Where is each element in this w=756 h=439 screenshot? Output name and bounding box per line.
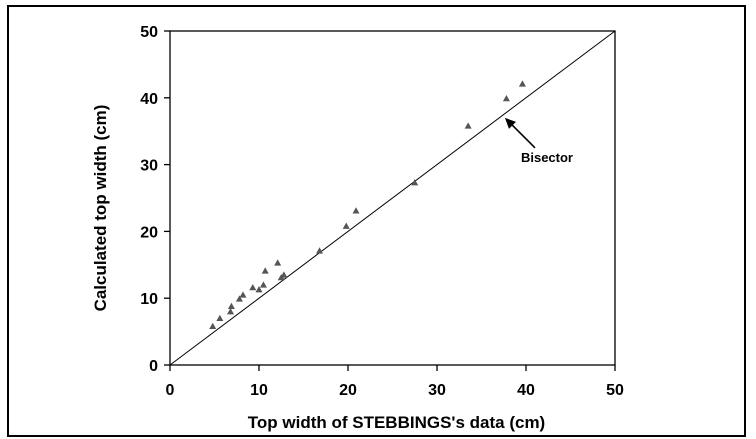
x-tick-label: 10 [250,382,268,399]
data-point [411,179,419,186]
x-axis: 0 10 20 30 40 50 [166,365,624,399]
x-tick-label: 50 [606,382,624,399]
x-axis-title: Top width of STEBBINGS's data (cm) [248,413,545,432]
y-tick-label: 30 [140,158,158,175]
plot-area [169,30,616,366]
data-point [227,308,235,315]
x-tick-label: 0 [166,382,175,399]
chart-frame [7,5,746,437]
y-tick-label: 0 [149,358,158,375]
data-point [235,295,243,302]
data-point [518,80,526,87]
y-axis: 0 10 20 30 40 50 [140,24,170,375]
data-point [216,314,224,322]
bisector-arrow [511,124,536,149]
y-axis-title: Calculated top width (cm) [91,105,110,312]
x-tick-label: 40 [517,382,535,399]
data-point [280,271,288,278]
data-point [239,291,247,298]
arrow-head-icon [504,117,516,129]
y-tick-label: 40 [140,91,158,108]
bisector-line [169,30,616,366]
data-point [255,286,263,293]
data-point [209,322,217,330]
data-point [464,122,472,129]
y-tick-label: 20 [140,224,158,241]
data-point [274,259,282,266]
data-point [227,302,235,310]
data-point [261,267,269,274]
data-point [502,94,510,102]
x-tick-label: 20 [339,382,357,399]
bisector-label: Bisector [521,150,573,165]
data-point [352,207,360,214]
data-point [259,281,267,288]
data-points [209,80,526,330]
x-tick-label: 30 [428,382,446,399]
data-point [249,284,257,291]
data-point [316,247,324,254]
data-point [342,222,350,229]
y-tick-label: 50 [140,24,158,41]
y-tick-label: 10 [140,291,158,308]
